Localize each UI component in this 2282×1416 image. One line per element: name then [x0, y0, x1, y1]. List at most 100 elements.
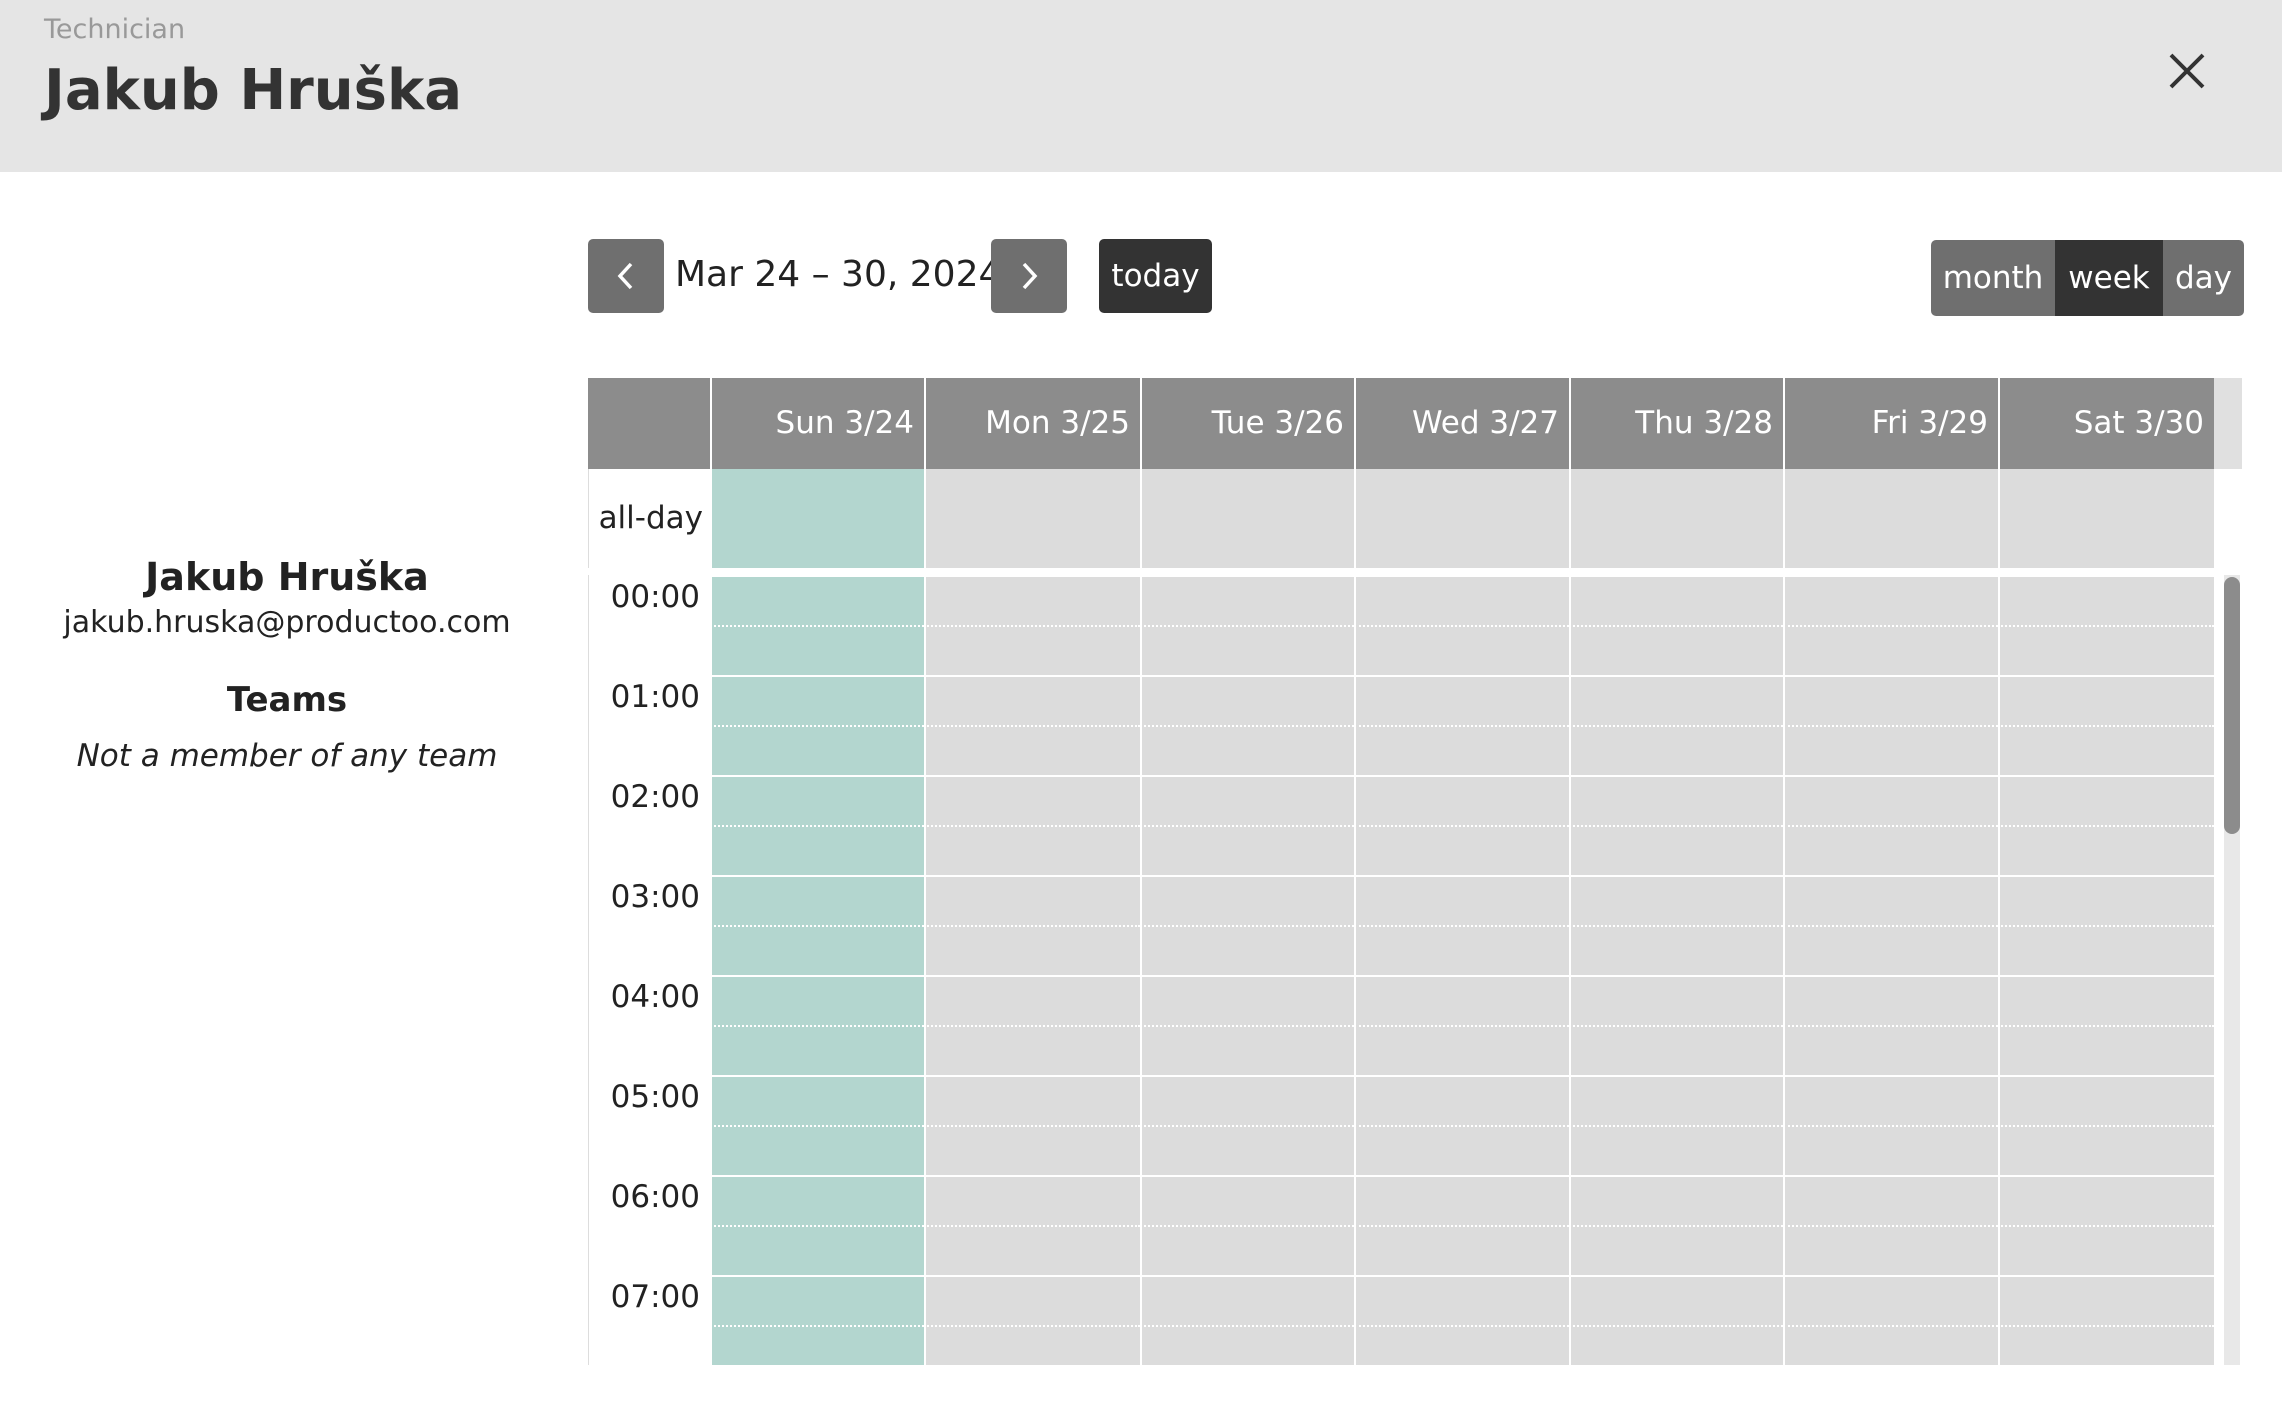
time-slot[interactable] [1998, 1325, 2214, 1365]
time-slot[interactable] [1140, 575, 1354, 625]
time-slot[interactable] [1569, 975, 1783, 1025]
time-slot[interactable] [924, 1275, 1140, 1325]
time-slot[interactable] [1783, 975, 1998, 1025]
time-slot[interactable] [710, 925, 924, 975]
time-slot[interactable] [1783, 775, 1998, 825]
time-slot[interactable] [1354, 575, 1569, 625]
time-slot[interactable] [1569, 1025, 1783, 1075]
time-slot[interactable] [1354, 825, 1569, 875]
time-slot[interactable] [924, 1025, 1140, 1075]
time-slot[interactable] [1569, 675, 1783, 725]
time-slot[interactable] [1569, 1075, 1783, 1125]
time-slot[interactable] [1140, 725, 1354, 775]
time-slot[interactable] [924, 875, 1140, 925]
time-slot[interactable] [1140, 1175, 1354, 1225]
time-slot[interactable] [710, 1275, 924, 1325]
time-slot[interactable] [1783, 1075, 1998, 1125]
time-slot[interactable] [1140, 1325, 1354, 1365]
time-slot[interactable] [1998, 1125, 2214, 1175]
time-slot[interactable] [1140, 775, 1354, 825]
time-slot[interactable] [924, 725, 1140, 775]
time-slot[interactable] [1354, 925, 1569, 975]
time-slot[interactable] [1569, 1325, 1783, 1365]
time-slot[interactable] [924, 775, 1140, 825]
time-slot[interactable] [1569, 575, 1783, 625]
time-slot[interactable] [710, 975, 924, 1025]
time-slot[interactable] [1569, 875, 1783, 925]
time-slot[interactable] [924, 925, 1140, 975]
time-slot[interactable] [1354, 1175, 1569, 1225]
time-slot[interactable] [710, 1175, 924, 1225]
time-slot[interactable] [1569, 625, 1783, 675]
time-slot[interactable] [1783, 1175, 1998, 1225]
time-slot[interactable] [1569, 1275, 1783, 1325]
time-slot[interactable] [710, 775, 924, 825]
time-slot[interactable] [1783, 575, 1998, 625]
time-slot[interactable] [1783, 625, 1998, 675]
time-slot[interactable] [710, 825, 924, 875]
time-slot[interactable] [1783, 675, 1998, 725]
time-slot[interactable] [1354, 675, 1569, 725]
time-slot[interactable] [1140, 975, 1354, 1025]
time-slot[interactable] [1354, 975, 1569, 1025]
time-slot[interactable] [1569, 775, 1783, 825]
time-slot[interactable] [924, 1225, 1140, 1275]
time-slot[interactable] [924, 975, 1140, 1025]
time-slot[interactable] [1998, 825, 2214, 875]
time-slot[interactable] [710, 675, 924, 725]
time-slot[interactable] [1140, 925, 1354, 975]
time-slot[interactable] [924, 625, 1140, 675]
time-slot[interactable] [1354, 1025, 1569, 1075]
time-slot[interactable] [1140, 1275, 1354, 1325]
time-slot[interactable] [710, 625, 924, 675]
time-slot[interactable] [1569, 725, 1783, 775]
time-slot[interactable] [924, 825, 1140, 875]
time-slot[interactable] [1783, 1275, 1998, 1325]
time-slot[interactable] [1140, 1025, 1354, 1075]
time-slot[interactable] [1140, 1125, 1354, 1175]
next-button[interactable] [991, 239, 1067, 313]
time-slot[interactable] [1998, 1175, 2214, 1225]
time-slot[interactable] [1998, 1025, 2214, 1075]
view-button[interactable]: day [2163, 240, 2244, 316]
time-slot[interactable] [1354, 725, 1569, 775]
time-slot[interactable] [1783, 875, 1998, 925]
time-slot[interactable] [1140, 1225, 1354, 1275]
time-slot[interactable] [1998, 775, 2214, 825]
time-slot[interactable] [1354, 625, 1569, 675]
time-slot[interactable] [924, 1325, 1140, 1365]
time-slot[interactable] [1569, 825, 1783, 875]
time-slot[interactable] [1783, 925, 1998, 975]
time-slot[interactable] [1140, 625, 1354, 675]
time-slot[interactable] [1354, 1075, 1569, 1125]
time-slot[interactable] [710, 1075, 924, 1125]
time-slot[interactable] [1783, 1325, 1998, 1365]
time-slot[interactable] [1354, 1325, 1569, 1365]
prev-button[interactable] [588, 239, 664, 313]
time-slot[interactable] [1998, 725, 2214, 775]
time-slot[interactable] [710, 875, 924, 925]
time-slot[interactable] [1998, 1275, 2214, 1325]
time-slot[interactable] [1140, 825, 1354, 875]
time-slot[interactable] [924, 1175, 1140, 1225]
time-slot[interactable] [924, 675, 1140, 725]
time-slot[interactable] [1354, 775, 1569, 825]
scroll-thumb[interactable] [2224, 577, 2240, 834]
time-slot[interactable] [1998, 575, 2214, 625]
time-slot[interactable] [1354, 875, 1569, 925]
time-slot[interactable] [1783, 1225, 1998, 1275]
time-slot[interactable] [710, 1325, 924, 1365]
time-slot[interactable] [1354, 1275, 1569, 1325]
time-slot[interactable] [1569, 1225, 1783, 1275]
time-slot[interactable] [1783, 825, 1998, 875]
time-slot[interactable] [1783, 1125, 1998, 1175]
view-button[interactable]: week [2055, 240, 2163, 316]
time-slot[interactable] [1783, 725, 1998, 775]
time-slot[interactable] [1569, 1125, 1783, 1175]
time-slot[interactable] [1998, 925, 2214, 975]
time-slot[interactable] [1140, 1075, 1354, 1125]
time-slot[interactable] [1998, 975, 2214, 1025]
time-slot[interactable] [710, 1025, 924, 1075]
time-slot[interactable] [710, 725, 924, 775]
time-slot[interactable] [710, 1225, 924, 1275]
